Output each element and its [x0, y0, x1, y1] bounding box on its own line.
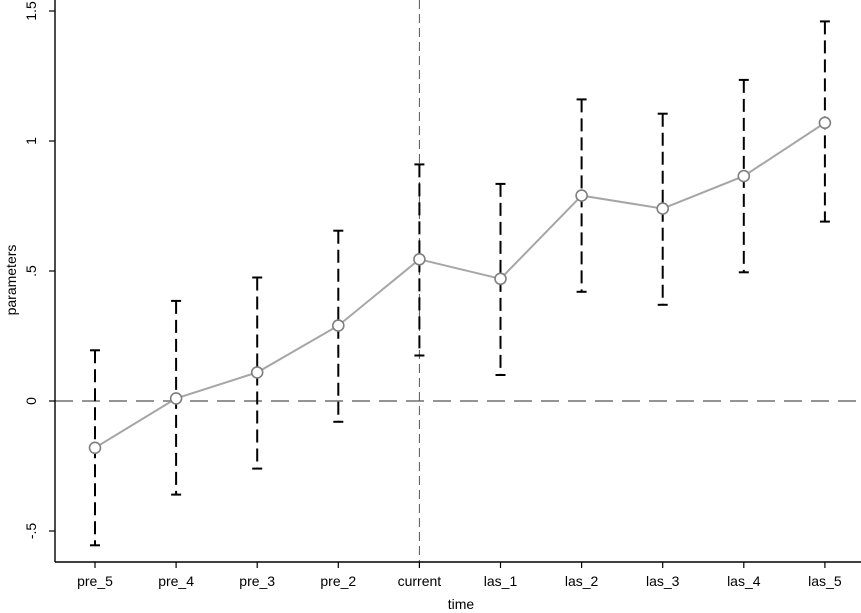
x-tick-label: las_2 — [565, 573, 599, 589]
y-tick-label: 1 — [23, 137, 39, 145]
x-tick-label: current — [398, 573, 442, 589]
x-tick-label: pre_3 — [239, 573, 275, 589]
series-markers — [88, 116, 832, 455]
data-point — [656, 202, 670, 215]
tick-labels: -.5 0 .5 1 1.5 pre_5 pre_4 pre_3 pre_2 current las… — [23, 1, 842, 589]
x-tick-label: pre_4 — [158, 573, 194, 589]
data-point — [250, 366, 264, 379]
data-point — [737, 169, 751, 183]
data-point — [413, 252, 426, 266]
x-tick-label: las_1 — [484, 573, 518, 589]
x-tick-label: pre_2 — [320, 573, 356, 589]
data-point — [818, 116, 832, 130]
series-polyline — [94, 121, 826, 449]
y-tick-label: 1.5 — [23, 1, 39, 21]
data-point — [169, 392, 183, 405]
confidence-intervals — [90, 20, 830, 547]
x-tick-label: las_5 — [808, 573, 842, 589]
x-tick-label: las_3 — [646, 573, 680, 589]
data-point — [331, 319, 345, 332]
series-line — [94, 121, 826, 449]
x-axis-label: time — [448, 596, 475, 612]
data-point — [88, 441, 102, 455]
x-tick-label: pre_5 — [77, 573, 113, 589]
x-tick-label: las_4 — [727, 573, 761, 589]
y-axis-label: parameters — [3, 245, 19, 316]
axes — [49, 0, 861, 568]
y-tick-label: 0 — [23, 397, 39, 405]
y-tick-label: .5 — [23, 265, 39, 277]
y-tick-label: -.5 — [23, 523, 39, 540]
data-point — [575, 189, 588, 202]
data-point — [494, 272, 507, 286]
